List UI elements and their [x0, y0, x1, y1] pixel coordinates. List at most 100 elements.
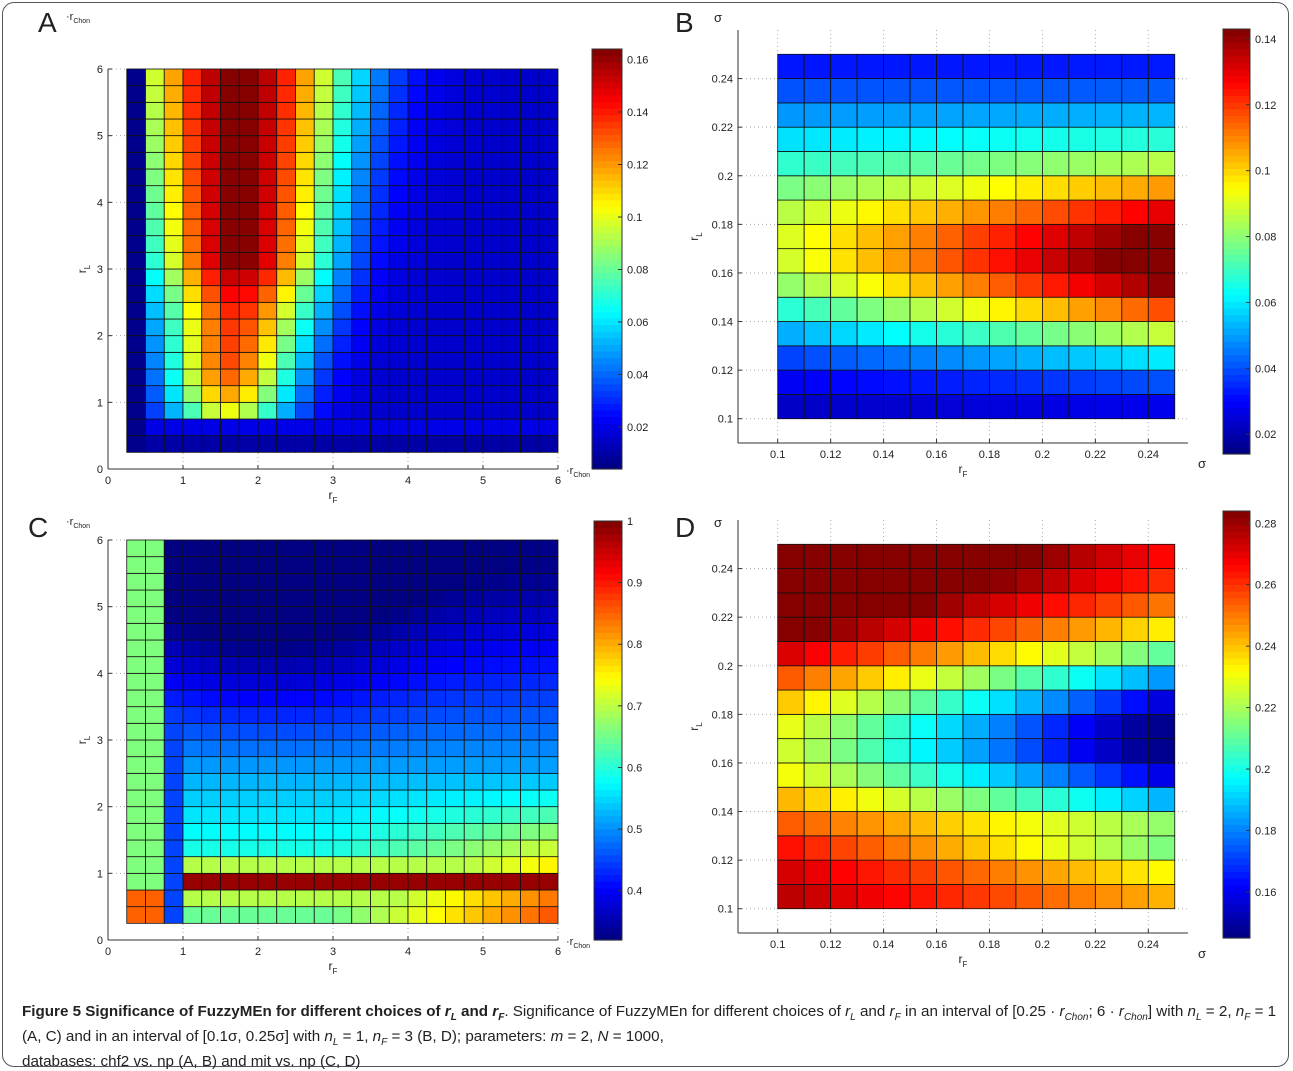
colorbar-segment	[592, 409, 622, 418]
heatmap-cell	[201, 285, 221, 303]
heatmap-cell	[803, 394, 832, 420]
heatmap-cell	[962, 296, 990, 322]
heatmap-cell	[520, 856, 540, 874]
heatmap-cell	[182, 68, 203, 87]
heatmap-cell	[883, 811, 911, 837]
heatmap-cell	[501, 401, 521, 420]
x-tick-label: 0.22	[1085, 449, 1106, 461]
colorbar-tick-label: 0.04	[627, 370, 648, 382]
heatmap-cell	[1068, 272, 1096, 298]
heatmap-cell	[538, 806, 559, 824]
heatmap-cell	[182, 822, 203, 841]
heatmap-cell	[1042, 321, 1070, 347]
heatmap-cell	[482, 606, 503, 624]
heatmap-cell	[501, 672, 521, 691]
x-tick-label: 0	[105, 475, 111, 487]
heatmap-cell	[220, 789, 240, 808]
heatmap-cell	[426, 756, 446, 774]
heatmap-cell	[883, 835, 911, 861]
heatmap-cell	[145, 656, 165, 674]
heatmap-cell	[463, 235, 484, 253]
heatmap-cell	[182, 351, 203, 370]
colorbar-segment	[1223, 440, 1250, 448]
heatmap-cell	[1121, 811, 1149, 837]
heatmap-cell	[883, 175, 911, 201]
heatmap-cell	[313, 589, 334, 608]
heatmap-cell	[482, 656, 503, 674]
colorbar-segment	[1223, 604, 1250, 612]
colorbar-segment	[594, 828, 622, 836]
heatmap-cell	[182, 168, 203, 187]
colorbar-segment	[1223, 181, 1250, 189]
heatmap-cell	[856, 321, 884, 347]
heatmap-cell	[501, 722, 521, 741]
heatmap-cell	[538, 251, 559, 270]
colorbar-segment	[1223, 837, 1250, 846]
heatmap-cell	[238, 118, 259, 137]
heatmap-cell	[220, 418, 240, 437]
heatmap-cell	[856, 543, 884, 569]
heatmap-cell	[388, 135, 409, 153]
heatmap-cell	[482, 418, 503, 437]
colorbar-segment	[592, 272, 622, 280]
heatmap-cell	[538, 622, 559, 641]
heatmap-cell	[1042, 175, 1070, 201]
heatmap-cell	[313, 351, 334, 370]
x-tick-label: 2	[255, 946, 261, 958]
heatmap-cell	[1094, 151, 1123, 177]
heatmap-cell	[1121, 248, 1149, 274]
colorbar-segment	[1223, 804, 1250, 812]
heatmap-cell	[276, 418, 296, 437]
heatmap-cell	[163, 656, 184, 674]
heatmap-cell	[777, 223, 805, 250]
caption-rchon-1: r	[1059, 1003, 1065, 1020]
heatmap-cell	[126, 789, 146, 808]
heatmap-cell	[1015, 151, 1043, 177]
heatmap-cell	[220, 118, 240, 137]
heatmap-cell	[463, 589, 484, 608]
colorbar-segment	[1223, 757, 1250, 766]
heatmap-cell	[332, 839, 353, 858]
heatmap-cell	[182, 318, 203, 337]
heatmap-cell	[126, 101, 146, 120]
heatmap-cell	[482, 756, 503, 774]
colorbar-segment	[592, 383, 622, 391]
colorbar-segment	[1223, 434, 1250, 442]
heatmap-cell	[1015, 713, 1043, 740]
heatmap-cell	[276, 639, 296, 658]
x-tick-label: 0.12	[820, 939, 841, 951]
heatmap-cell	[332, 656, 353, 674]
heatmap-cell	[407, 539, 428, 558]
heatmap-cell	[351, 722, 371, 741]
colorbar-segment	[1223, 327, 1250, 336]
heatmap-cell	[388, 689, 409, 708]
x-axis-label: rF	[959, 952, 968, 969]
heatmap-cell	[909, 296, 937, 322]
heatmap-cell	[370, 706, 390, 724]
heatmap-cell	[962, 369, 990, 395]
heatmap-cell	[463, 218, 484, 237]
panel-b: B0.1 0.12 0.14 0.16 0.18 0.2 0.22 0.240.10.120.…	[675, 7, 1276, 479]
colorbar-segment	[1223, 294, 1250, 302]
y-tick-label: 0.12	[712, 365, 733, 377]
y-tick-label: 0.12	[712, 855, 733, 867]
heatmap-cell	[201, 789, 221, 808]
heatmap-cell	[257, 689, 278, 708]
colorbar-segment	[594, 697, 622, 705]
heatmap-cell	[351, 756, 371, 774]
heatmap-cell	[463, 285, 484, 303]
heatmap-cell	[803, 859, 832, 885]
heatmap-cell	[501, 622, 521, 641]
heatmap-cell	[163, 822, 184, 841]
heatmap-cell	[332, 806, 353, 824]
heatmap-cell	[220, 822, 240, 841]
heatmap-cell	[220, 889, 240, 908]
heatmap-cell	[295, 401, 315, 420]
heatmap-cell	[989, 102, 1017, 128]
colorbar-segment	[594, 560, 622, 568]
colorbar-segment	[1223, 777, 1250, 786]
heatmap-cell	[332, 101, 353, 120]
heatmap-cell	[238, 622, 259, 641]
heatmap-cell	[370, 772, 390, 791]
heatmap-cell	[313, 806, 334, 824]
